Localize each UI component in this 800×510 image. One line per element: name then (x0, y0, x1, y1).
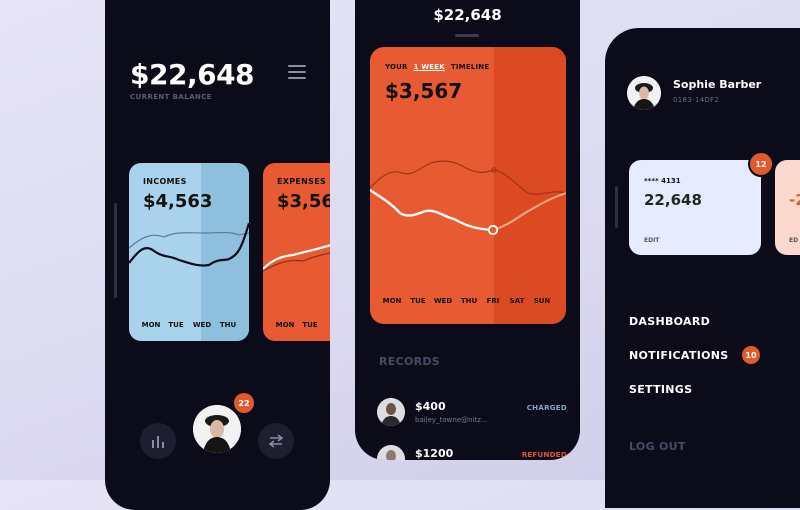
expense-card-title: EXPENSES (277, 177, 327, 186)
nav-dashboard[interactable]: DASHBOARD (629, 315, 711, 328)
balance-header: $22,648 (433, 6, 502, 24)
swap-arrows-icon (268, 434, 284, 448)
drag-handle[interactable] (455, 34, 479, 37)
timeline-suffix: TIMELINE (450, 63, 490, 71)
notification-badge: 22 (234, 393, 254, 413)
card-badge: 12 (748, 151, 774, 177)
card-amount: -2 (789, 191, 800, 209)
day-label[interactable]: THU (460, 297, 478, 305)
timeline-prefix: YOUR (385, 63, 408, 71)
record-avatar (377, 398, 405, 426)
timeline-amount: $3,567 (385, 79, 463, 103)
account-card[interactable]: **** 4131 22,648 EDIT (629, 160, 761, 255)
weekend-shade (494, 47, 566, 324)
day-label[interactable]: FRI (486, 297, 500, 305)
expense-card[interactable]: EXPENSES $3,56 MON TUE W (263, 163, 330, 341)
day-label: MON (275, 321, 295, 329)
income-card[interactable]: INCOMES $4,563 MON TUE WED THU (129, 163, 249, 341)
timeline-header: YOUR 1 WEEK TIMELINE (385, 63, 489, 71)
current-balance-amount: $22,648 (130, 58, 255, 91)
record-row[interactable]: $1200 REFUNDED (377, 445, 567, 460)
timeline-card[interactable]: YOUR 1 WEEK TIMELINE $3,567 MON TUE WED TH… (370, 47, 566, 324)
day-label[interactable]: MON (382, 297, 402, 305)
user-avatar[interactable] (627, 76, 661, 110)
transfer-button[interactable] (258, 423, 294, 459)
day-label: WED (192, 321, 212, 329)
record-avatar (377, 445, 405, 460)
card-edit-button[interactable]: ED (789, 237, 799, 244)
day-label: TUE (168, 321, 184, 329)
records-title: RECORDS (379, 355, 441, 368)
day-label[interactable]: SAT (509, 297, 525, 305)
logout-button[interactable]: LOG OUT (629, 440, 686, 453)
bar-chart-icon (152, 436, 164, 448)
hamburger-menu-icon[interactable] (288, 65, 306, 79)
day-label: TUE (302, 321, 318, 329)
middle-phone-screen: $22,648 YOUR 1 WEEK TIMELINE $3,567 MON TU… (355, 0, 580, 460)
expense-card-value: $3,56 (277, 191, 330, 212)
record-amount: $400 (415, 400, 446, 413)
user-name: Sophie Barber (673, 78, 762, 91)
income-card-value: $4,563 (143, 191, 213, 212)
timeline-chart (370, 160, 566, 236)
nav-notifications[interactable]: NOTIFICATIONS (629, 349, 729, 362)
day-label[interactable]: WED (433, 297, 453, 305)
card-number: **** 4131 (644, 177, 681, 185)
right-phone-screen: Sophie Barber 0183-14DF2 **** 4131 22,64… (605, 28, 800, 508)
scrollbar[interactable] (114, 203, 117, 298)
income-card-title: INCOMES (143, 177, 187, 186)
day-label: THU (219, 321, 237, 329)
account-id: 0183-14DF2 (673, 96, 720, 104)
record-status: CHARGED (526, 404, 567, 412)
stats-button[interactable] (140, 423, 176, 459)
card-shade (201, 163, 249, 341)
card-edit-button[interactable]: EDIT (644, 237, 660, 244)
day-label[interactable]: SUN (533, 297, 551, 305)
current-balance-label: CURRENT BALANCE (130, 93, 212, 101)
nav-settings[interactable]: SETTINGS (629, 383, 693, 396)
notifications-badge: 10 (742, 346, 760, 364)
scrollbar[interactable] (615, 186, 618, 228)
record-status: REFUNDED (521, 451, 567, 459)
profile-avatar-button[interactable] (193, 405, 241, 453)
card-amount: 22,648 (644, 191, 702, 209)
record-amount: $1200 (415, 447, 454, 460)
day-label: MON (141, 321, 161, 329)
left-phone-screen: $22,648 CURRENT BALANCE INCOMES $4,563 M… (105, 0, 330, 510)
record-email: bailey_towne@nitz... (415, 416, 488, 424)
day-label[interactable]: TUE (410, 297, 426, 305)
expense-chart (263, 244, 330, 272)
income-chart (129, 222, 249, 267)
record-row[interactable]: $400 bailey_towne@nitz... CHARGED (377, 398, 567, 434)
period-selector[interactable]: 1 WEEK (413, 63, 445, 71)
avatar-portrait (193, 405, 241, 453)
second-account-card[interactable]: -2 ED (775, 160, 800, 255)
